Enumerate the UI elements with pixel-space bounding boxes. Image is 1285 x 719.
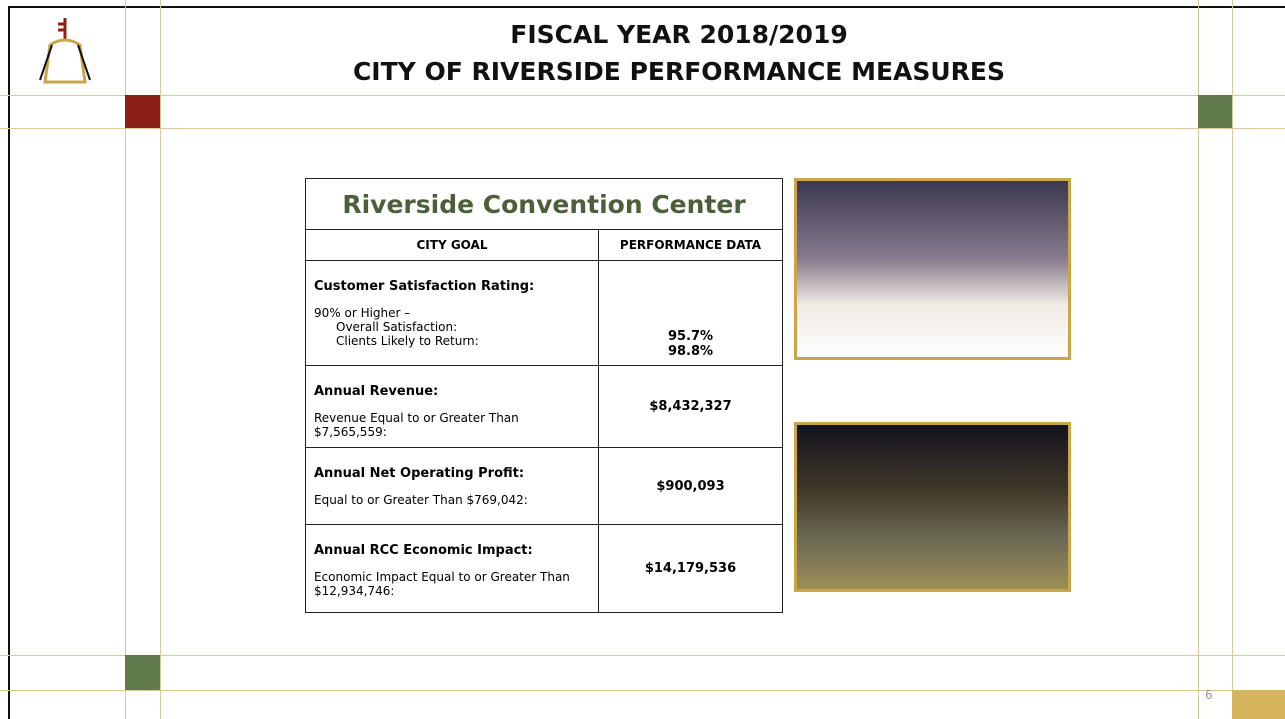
- value: 95.7%: [667, 329, 714, 344]
- goal-cell: Annual Net Operating Profit: Equal to or …: [305, 447, 599, 525]
- rule: [0, 690, 1285, 691]
- top-border: [8, 6, 1285, 8]
- value-cell: $900,093: [598, 447, 783, 525]
- tan-square: [1232, 690, 1285, 719]
- value-cell: $14,179,536: [598, 524, 783, 613]
- goal-heading: Annual RCC Economic Impact:: [314, 543, 533, 558]
- goal-cell: Customer Satisfaction Rating: 90% or High…: [305, 260, 599, 366]
- goal-cell: Annual RCC Economic Impact: Economic Impa…: [305, 524, 599, 613]
- row: Annual Revenue: Revenue Equal to or Great…: [305, 365, 783, 448]
- green-square: [1198, 95, 1232, 128]
- row: Customer Satisfaction Rating: 90% or High…: [305, 260, 783, 366]
- left-border: [8, 6, 10, 719]
- goal-detail: Revenue Equal to or Greater Than $7,565,…: [314, 411, 519, 439]
- goal-heading: Annual Net Operating Profit:: [314, 466, 525, 481]
- rule: [1198, 0, 1199, 719]
- goal-detail: Economic Impact Equal to or Greater Than…: [314, 570, 570, 598]
- row: Annual RCC Economic Impact: Economic Impa…: [305, 524, 783, 613]
- column-header: CITY GOAL: [305, 229, 599, 261]
- value: 98.8%: [667, 344, 714, 359]
- value: $900,093: [656, 478, 725, 494]
- goal-detail: Equal to or Greater Than $769,042:: [314, 493, 528, 507]
- goal-detail: 90% or Higher –: [314, 306, 411, 320]
- table-title: Riverside Convention Center: [305, 178, 783, 230]
- rule: [0, 128, 1285, 129]
- row: Annual Net Operating Profit: Equal to or …: [305, 447, 783, 525]
- column-header: PERFORMANCE DATA: [598, 229, 783, 261]
- page-number: 6: [1205, 688, 1213, 702]
- goal-cell: Annual Revenue: Revenue Equal to or Great…: [305, 365, 599, 448]
- title-line: CITY OF RIVERSIDE PERFORMANCE MEASURES: [352, 57, 1006, 86]
- banquet-photo: [794, 178, 1071, 360]
- logo: [39, 18, 91, 84]
- plaza-photo: [794, 422, 1071, 592]
- value: $8,432,327: [649, 399, 732, 414]
- title-line: FISCAL YEAR 2018/2019: [510, 20, 848, 49]
- goal-heading: Annual Revenue:: [314, 384, 439, 399]
- rule: [0, 95, 1285, 96]
- red-square: [125, 95, 160, 128]
- measures-table: Riverside Convention Center CITY GOAL PER…: [305, 178, 783, 613]
- value: $14,179,536: [644, 561, 737, 576]
- rule: [1232, 0, 1233, 719]
- rule: [160, 0, 161, 719]
- goal-heading: Customer Satisfaction Rating:: [314, 279, 535, 294]
- rows: Customer Satisfaction Rating: 90% or High…: [305, 260, 783, 613]
- goal-detail: Clients Likely to Return:: [336, 334, 479, 348]
- rule: [0, 655, 1285, 656]
- rule: [125, 0, 126, 719]
- value-cell: $8,432,327: [598, 365, 783, 448]
- value-cell: 95.7% 98.8%: [598, 260, 783, 366]
- green-square: [125, 655, 160, 690]
- goal-detail: Overall Satisfaction:: [336, 320, 458, 334]
